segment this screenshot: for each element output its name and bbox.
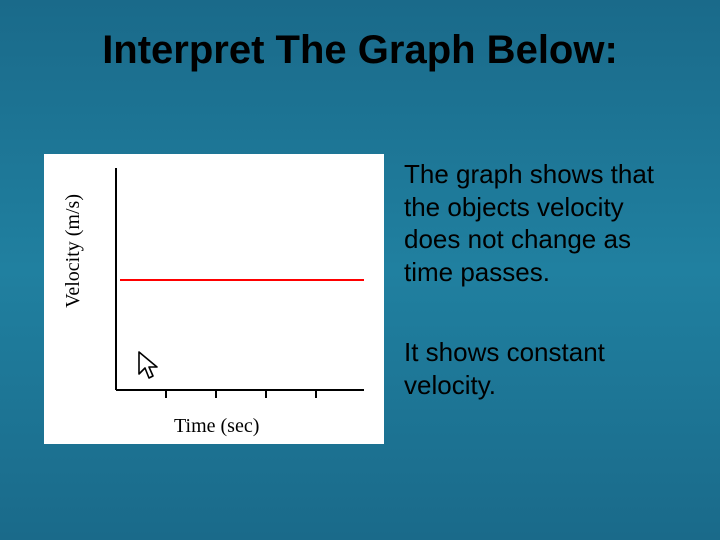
paragraph-2: It shows constant velocity. [404, 336, 676, 401]
velocity-time-chart [44, 154, 384, 444]
y-axis-label: Velocity (m/s) [62, 80, 85, 194]
content-row: Velocity (m/s) Time (sec) The graph show… [44, 154, 676, 444]
paragraph-1: The graph shows that the objects velocit… [404, 158, 676, 288]
x-axis-label: Time (sec) [174, 415, 259, 438]
explanation-text: The graph shows that the objects velocit… [404, 154, 676, 444]
cursor-icon [136, 350, 162, 382]
y-axis-label-text: Velocity (m/s) [62, 194, 85, 308]
slide-title: Interpret The Graph Below: [0, 28, 720, 73]
graph-panel: Velocity (m/s) Time (sec) [44, 154, 384, 444]
slide-container: Interpret The Graph Below: Velocity (m/s… [0, 0, 720, 540]
